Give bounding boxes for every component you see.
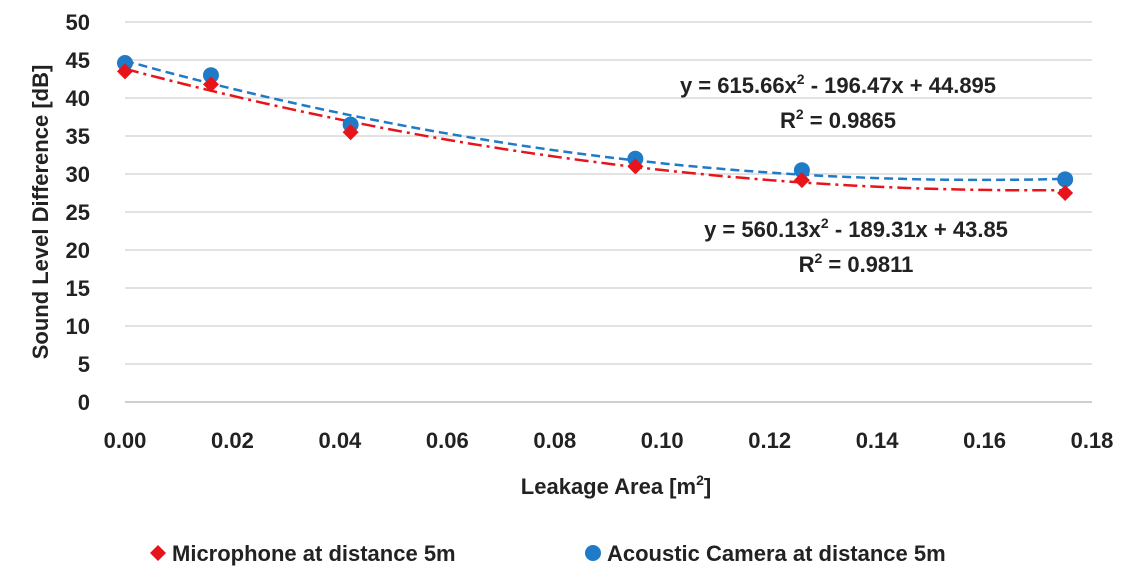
y-tick-50: 50 [66, 10, 90, 35]
x-tick-0.04: 0.04 [318, 428, 362, 453]
legend: Microphone at distance 5m Acoustic Camer… [150, 541, 946, 566]
legend-label-acoustic-camera: Acoustic Camera at distance 5m [607, 541, 946, 566]
legend-label-microphone: Microphone at distance 5m [172, 541, 456, 566]
point-microphone-5 [1057, 185, 1074, 201]
x-axis-title: Leakage Area [m2] [521, 472, 711, 499]
x-tick-0.10: 0.10 [641, 428, 684, 453]
point-acoustic-camera-0 [117, 55, 133, 72]
y-tick-20: 20 [66, 238, 90, 263]
equation-microphone: y = 560.13x2 - 189.31x + 43.85 [704, 215, 1008, 242]
y-tick-40: 40 [66, 86, 90, 111]
legend-marker-acoustic-camera [585, 545, 601, 561]
r2-microphone: R2 = 0.9811 [799, 250, 914, 277]
trendline-acoustic-camera [124, 59, 1066, 182]
point-microphone-0 [117, 63, 133, 80]
x-tick-0.16: 0.16 [963, 428, 1006, 453]
x-tick-0.02: 0.02 [211, 428, 254, 453]
y-tick-labels: 0 5 10 15 20 25 30 35 40 45 50 [66, 10, 90, 415]
y-tick-25: 25 [66, 200, 90, 225]
point-acoustic-camera-1 [202, 67, 219, 84]
y-tick-45: 45 [66, 48, 90, 73]
y-tick-0: 0 [78, 390, 90, 415]
y-tick-15: 15 [66, 276, 90, 301]
point-acoustic-camera-5 [1057, 171, 1074, 188]
data-points [117, 55, 1074, 201]
y-tick-5: 5 [78, 352, 90, 377]
trendline-microphone [124, 67, 1066, 192]
x-tick-labels: 0.00 0.02 0.04 0.06 0.08 0.10 0.12 0.14 0.16 0.18 [104, 428, 1114, 453]
point-microphone-2 [342, 124, 359, 141]
y-tick-30: 30 [66, 162, 90, 187]
x-tick-0.12: 0.12 [748, 428, 791, 453]
point-microphone-1 [202, 76, 219, 93]
x-tick-0.14: 0.14 [856, 428, 900, 453]
point-microphone-3 [627, 158, 644, 175]
legend-marker-microphone [150, 545, 166, 561]
trendlines [124, 59, 1066, 192]
y-axis-title: Sound Level Difference [dB] [28, 65, 53, 360]
point-acoustic-camera-4 [793, 162, 810, 179]
x-tick-0.08: 0.08 [533, 428, 576, 453]
r2-acoustic-camera: R2 = 0.9865 [780, 106, 896, 133]
grid-lines [125, 21, 1092, 403]
equation-acoustic-camera: y = 615.66x2 - 196.47x + 44.895 [680, 71, 996, 98]
x-tick-0.18: 0.18 [1071, 428, 1114, 453]
x-tick-0.06: 0.06 [426, 428, 469, 453]
x-tick-0.00: 0.00 [104, 428, 147, 453]
y-tick-35: 35 [66, 124, 90, 149]
y-tick-10: 10 [66, 314, 90, 339]
point-microphone-4 [793, 172, 810, 189]
